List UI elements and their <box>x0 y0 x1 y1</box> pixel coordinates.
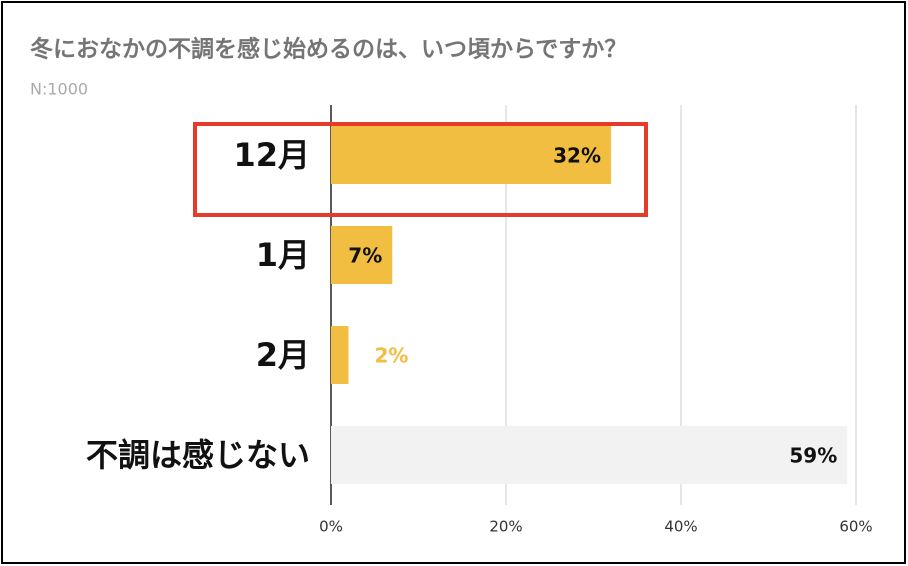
y-tick-label: 2月 <box>256 336 310 374</box>
x-tick-label: 40% <box>664 518 697 536</box>
bars: 32% 12月 7% 1月 2% 2月 59% 不調は感じない <box>86 126 848 484</box>
chart-title: 冬におなかの不調を感じ始めるのは、いつ頃からですか？ <box>30 36 627 63</box>
value-label: 2% <box>375 344 409 368</box>
value-label: 7% <box>348 244 382 268</box>
x-tick-label: 60% <box>839 518 872 536</box>
bar <box>331 426 848 484</box>
value-label: 32% <box>553 144 601 168</box>
bar <box>331 126 611 184</box>
chart-subtitle: N:1000 <box>30 80 88 99</box>
bar <box>331 226 393 284</box>
y-tick-label: 1月 <box>256 236 310 274</box>
x-tick-label: 0% <box>319 518 343 536</box>
value-label: 59% <box>789 444 837 468</box>
y-tick-label: 不調は感じない <box>86 436 310 474</box>
highlight-box <box>193 122 648 217</box>
x-tick-label: 20% <box>489 518 522 536</box>
y-tick-label: 12月 <box>233 136 310 174</box>
bar <box>331 326 349 384</box>
